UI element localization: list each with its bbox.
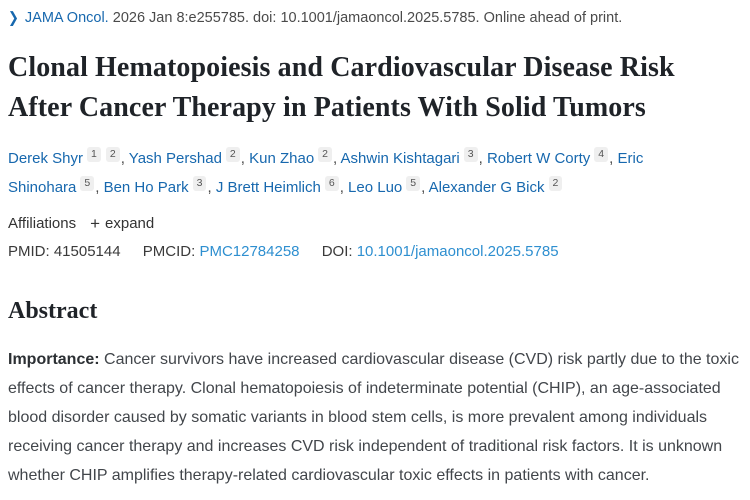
author-link[interactable]: Ashwin Kishtagari — [340, 150, 460, 167]
affiliation-badge[interactable]: 2 — [548, 176, 563, 191]
affiliation-badge[interactable]: 5 — [406, 176, 421, 191]
citation-text: 2026 Jan 8:e255785. doi: 10.1001/jamaonc… — [112, 10, 623, 26]
author-separator: , — [478, 150, 487, 167]
author-link[interactable]: Yash Pershad — [128, 150, 222, 167]
journal-link[interactable]: JAMA Oncol. — [24, 10, 109, 26]
affiliation-badge[interactable]: 5 — [80, 176, 95, 191]
author-separator: , — [609, 150, 618, 167]
author-link[interactable]: J Brett Heimlich — [215, 179, 321, 196]
pmid-label: PMID: — [8, 243, 50, 260]
affiliation-badge[interactable]: 2 — [318, 147, 332, 162]
pmcid-label: PMCID: — [142, 243, 196, 260]
doi-label: DOI: — [321, 243, 353, 260]
affiliations-row: Affiliations + expand — [8, 215, 742, 232]
author-link[interactable]: Kun Zhao — [249, 150, 315, 167]
author-link[interactable]: Derek Shyr — [8, 150, 84, 167]
expand-affiliations-button[interactable]: + expand — [90, 215, 154, 232]
journal-citation-line: ❯ JAMA Oncol. 2026 Jan 8:e255785. doi: 10… — [8, 8, 742, 28]
author-link[interactable]: Eric Shinohara — [8, 150, 644, 196]
importance-label: Importance: — [8, 351, 100, 368]
author-link[interactable]: Ben Ho Park — [103, 179, 189, 196]
author-link[interactable]: Leo Luo — [348, 179, 403, 196]
pmid-value: 41505144 — [53, 243, 121, 260]
author-separator: , — [207, 179, 216, 196]
affiliation-badge[interactable]: 3 — [463, 147, 478, 162]
author-link[interactable]: Robert W Corty — [486, 150, 591, 167]
plus-icon: + — [90, 214, 101, 233]
pmcid-item: PMCID: PMC12784258 — [143, 243, 300, 260]
affiliation-badge[interactable]: 4 — [594, 147, 609, 162]
abstract-paragraph: Importance: Cancer survivors have increa… — [8, 345, 742, 490]
author-separator: , — [240, 150, 250, 167]
affiliation-badge[interactable]: 3 — [192, 176, 207, 191]
pmcid-link[interactable]: PMC12784258 — [199, 243, 300, 260]
affiliations-label: Affiliations — [8, 215, 77, 232]
affiliation-badge[interactable]: 2 — [105, 147, 120, 162]
affiliation-badge[interactable]: 1 — [87, 147, 101, 162]
author-list: Derek Shyr 1 2, Yash Pershad 2, Kun Zhao 2, … — [8, 144, 708, 202]
doi-item: DOI: 10.1001/jamaoncol.2025.5785 — [322, 243, 559, 260]
abstract-heading: Abstract — [8, 298, 98, 324]
author-link[interactable]: Alexander G Bick — [428, 179, 545, 196]
affiliation-badge[interactable]: 2 — [225, 147, 240, 162]
author-separator: , — [95, 179, 104, 196]
affiliation-badge[interactable]: 6 — [324, 176, 339, 191]
author-separator: , — [120, 150, 129, 167]
article-title: Clonal Hematopoiesis and Cardiovascular … — [8, 52, 675, 123]
doi-link[interactable]: 10.1001/jamaoncol.2025.5785 — [356, 243, 559, 260]
chevron-right-icon: ❯ — [8, 8, 19, 27]
pmid-item: PMID: 41505144 — [8, 243, 121, 260]
author-separator: , — [421, 179, 429, 196]
author-separator: , — [333, 150, 341, 167]
expand-label: expand — [105, 215, 155, 232]
identifiers-row: PMID: 41505144 PMCID: PMC12784258 DOI: 1… — [8, 243, 742, 260]
author-separator: , — [339, 179, 349, 196]
importance-text: Cancer survivors have increased cardiova… — [8, 351, 739, 484]
